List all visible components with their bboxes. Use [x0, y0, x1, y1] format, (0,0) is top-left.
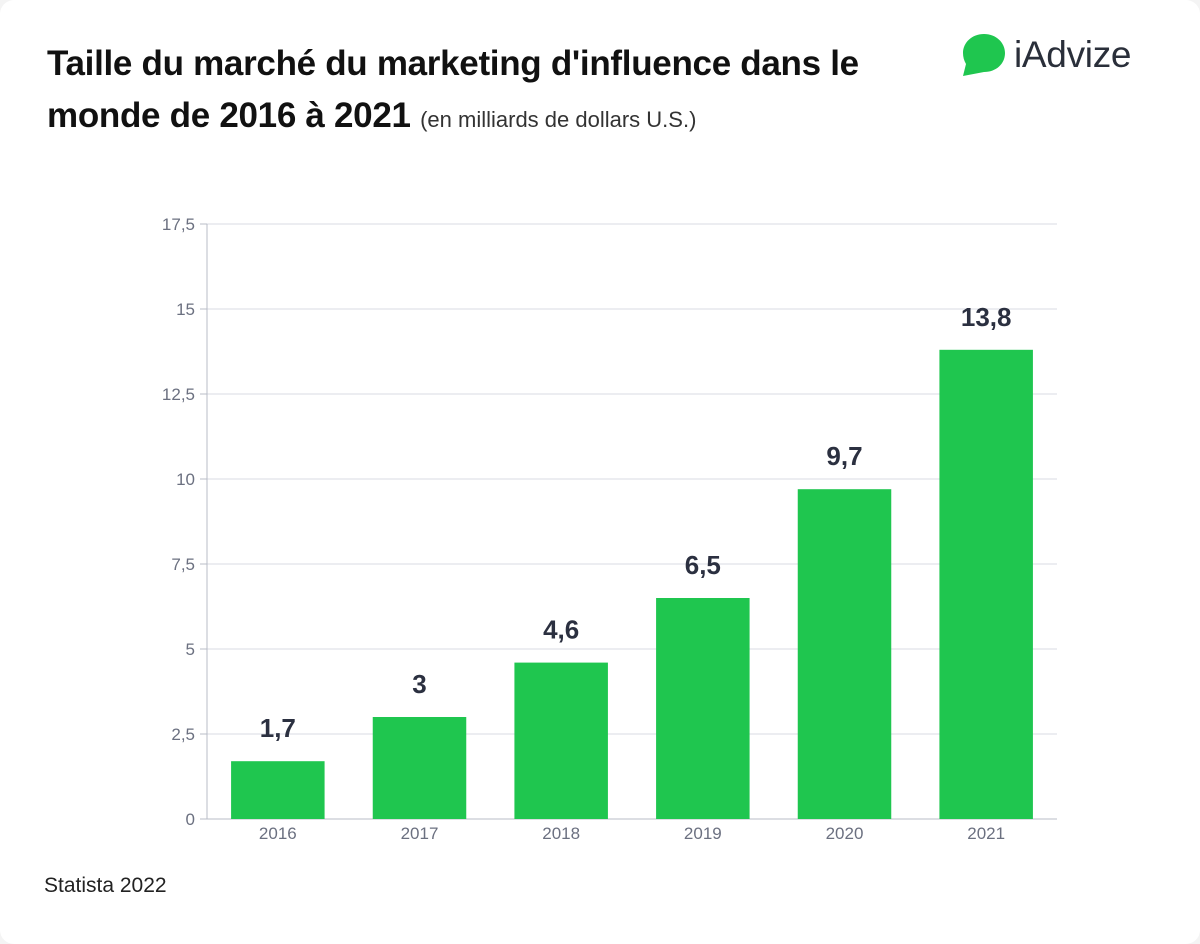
title-text: Taille du marché du marketing d'influenc…	[47, 44, 859, 135]
y-tick-label: 12,5	[162, 385, 195, 404]
data-label-2021: 13,8	[961, 302, 1012, 332]
data-label-2018: 4,6	[543, 615, 579, 645]
labels: 1,7 2016 3 2017 4,6 2018 6,5 2019 9,7 2020 13,8 202…	[259, 302, 1012, 843]
y-tick-label: 17,5	[162, 215, 195, 234]
bar-2018	[514, 662, 608, 819]
brand-name: iAdvize	[1014, 34, 1132, 75]
bar-2020	[797, 489, 892, 819]
y-tick-label: 2,5	[171, 725, 195, 744]
data-label-2017: 3	[412, 669, 426, 699]
grid-lines	[207, 223, 1057, 735]
bars	[231, 349, 1033, 819]
chart-subtitle: (en milliards de dollars U.S.)	[420, 107, 697, 132]
y-tick-label: 7,5	[171, 555, 195, 574]
x-tick-label-2018: 2018	[542, 824, 580, 843]
x-tick-label-2019: 2019	[684, 824, 722, 843]
data-label-2019: 6,5	[685, 550, 721, 580]
brand-logo: iAdvize	[960, 30, 1131, 80]
x-tick-label-2020: 2020	[826, 824, 864, 843]
bar-2016	[231, 761, 325, 819]
axes: 0 2,5 5 7,5 10 12,5 15 17,5	[162, 215, 1057, 829]
data-label-2020: 9,7	[826, 441, 862, 471]
y-tick-label: 5	[186, 640, 195, 659]
bar-2021	[939, 349, 1033, 819]
x-tick-label-2016: 2016	[259, 824, 297, 843]
y-tick-label: 0	[186, 810, 195, 829]
data-label-2016: 1,7	[260, 713, 296, 743]
x-tick-label-2017: 2017	[401, 824, 439, 843]
bar-2017	[372, 717, 467, 819]
chat-bubble-icon	[963, 34, 1005, 76]
chart-title: Taille du marché du marketing d'influenc…	[47, 38, 927, 146]
x-tick-label-2021: 2021	[967, 824, 1005, 843]
source-note: Statista 2022	[44, 874, 167, 897]
bar-2019	[656, 598, 750, 819]
y-tick-label: 15	[176, 300, 195, 319]
y-tick-label: 10	[176, 470, 195, 489]
